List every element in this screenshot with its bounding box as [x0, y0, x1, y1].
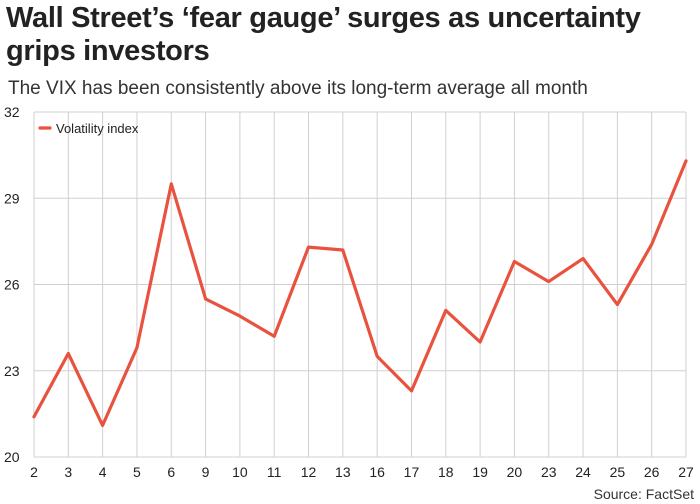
- data-point: [32, 415, 36, 419]
- data-point: [307, 245, 310, 249]
- x-tick-label: 13: [335, 464, 351, 480]
- y-tick-label: 26: [4, 277, 20, 293]
- x-tick-label: 19: [472, 464, 488, 480]
- data-point: [684, 159, 688, 163]
- x-tick-label: 9: [202, 464, 210, 480]
- data-point: [375, 354, 379, 358]
- data-point: [513, 260, 516, 263]
- x-tick-label: 11: [267, 464, 282, 480]
- x-tick-label: 20: [507, 464, 523, 480]
- chart-subtitle: The VIX has been consistently above its …: [8, 78, 588, 99]
- data-point: [169, 182, 173, 186]
- x-tick-label: 3: [64, 464, 72, 480]
- y-tick-label: 29: [4, 190, 20, 206]
- x-tick-label: 26: [644, 464, 660, 480]
- chart-title: Wall Street’s ‘fear gauge’ surges as unc…: [6, 2, 641, 67]
- data-point: [547, 280, 551, 284]
- data-point: [615, 303, 619, 307]
- data-point: [478, 340, 482, 344]
- data-point: [341, 248, 345, 252]
- data-point: [581, 257, 585, 261]
- grid-lines: [33, 111, 687, 458]
- data-point: [204, 297, 207, 301]
- legend: Volatility index: [38, 121, 139, 136]
- x-tick-label: 24: [575, 464, 591, 480]
- y-axis-ticks: 20 23 26 29 32: [4, 104, 20, 465]
- x-tick-label: 25: [610, 464, 626, 480]
- source-note: Source: FactSet: [593, 486, 694, 502]
- x-tick-label: 6: [167, 464, 175, 480]
- x-tick-label: 4: [99, 464, 107, 480]
- data-point: [238, 314, 242, 318]
- x-tick-label: 27: [678, 464, 694, 480]
- y-tick-label: 23: [4, 363, 20, 379]
- x-tick-label: 23: [541, 464, 557, 480]
- data-point: [66, 352, 70, 355]
- data-point: [444, 308, 448, 312]
- data-point: [101, 423, 105, 427]
- series-line: [32, 159, 688, 427]
- series-lines: [32, 159, 688, 427]
- data-point: [410, 389, 413, 393]
- x-tick-label: 17: [404, 464, 420, 480]
- data-point: [135, 346, 139, 350]
- x-tick-label: 5: [133, 464, 141, 480]
- x-tick-label: 18: [438, 464, 454, 480]
- legend-label: Volatility index: [56, 121, 139, 136]
- x-tick-label: 2: [30, 464, 38, 480]
- y-tick-label: 32: [4, 104, 20, 120]
- x-tick-label: 12: [301, 464, 317, 480]
- data-point: [650, 242, 654, 246]
- x-tick-label: 10: [232, 464, 248, 480]
- data-point: [272, 334, 276, 338]
- y-tick-label: 20: [4, 449, 20, 465]
- x-tick-label: 16: [369, 464, 385, 480]
- x-axis-ticks: 2 3 4 5 6 9 10 11 12 13 16 17 18 19 20 23 24 25 26 27: [30, 464, 694, 480]
